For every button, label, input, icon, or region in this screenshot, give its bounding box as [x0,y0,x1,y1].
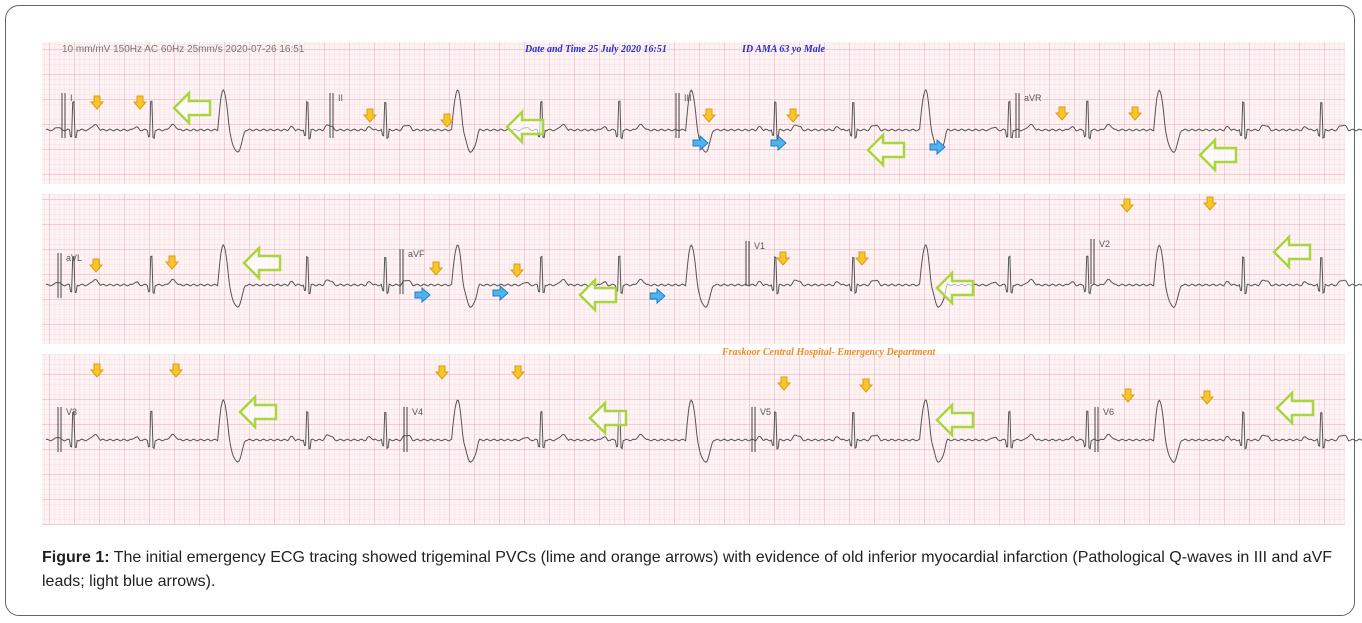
orange-arrow [785,108,801,123]
blue-arrow [770,134,787,152]
orange-arrow [439,113,455,128]
orange-arrow [1202,196,1218,211]
lime-arrow [505,108,545,146]
orange-arrow [776,376,792,391]
ecg-trace [45,243,1362,309]
calibration-mark [57,253,62,298]
calibration-mark [1090,239,1095,284]
orange-arrow [509,263,525,278]
caption-text: The initial emergency ECG tracing showed… [42,549,1333,590]
ecg-patient: ID AMA 63 yo Male [741,44,826,55]
strip-gap [42,344,1345,354]
orange-arrow [132,95,148,110]
lead-label: V3 [66,407,77,417]
lime-arrow [1272,233,1312,271]
orange-arrow [89,95,105,110]
calibration-mark [745,241,750,286]
lead-label: V4 [412,407,423,417]
lead-label: III [684,93,692,103]
ecg-datetime: Date and Time 25 July 2020 16:51 [524,44,667,55]
orange-arrow [1199,390,1215,405]
strip-gap [42,184,1345,194]
blue-arrow [649,287,666,305]
lead-label: aVL [66,253,82,263]
calibration-mark [399,249,404,294]
orange-arrow [1127,106,1143,121]
calibration-mark [57,407,62,452]
lime-arrow [935,401,975,439]
lime-arrow [866,131,906,169]
calibration-mark [751,407,756,452]
orange-arrow [854,251,870,266]
lead-label: aVF [408,249,425,259]
ecg-figure: 10 mm/mV 150Hz AC 60Hz 25mm/s 2020-07-26… [42,42,1362,525]
lead-label: II [338,93,343,103]
orange-arrow [510,365,526,380]
caption-label: Figure 1: [42,549,110,566]
orange-arrow [164,255,180,270]
orange-arrow [434,365,450,380]
blue-arrow [492,284,509,302]
calibration-mark [675,93,680,138]
lime-arrow [242,244,282,282]
ecg-trace [45,88,1362,154]
lead-label: aVR [1024,93,1042,103]
lime-arrow [578,276,618,314]
orange-arrow [428,261,444,276]
figure-frame [5,5,1355,616]
orange-arrow [701,108,717,123]
lead-label: V1 [754,241,765,251]
lime-arrow [1275,389,1315,427]
orange-arrow [88,258,104,273]
calibration-mark [1094,407,1099,452]
figure-caption: Figure 1: The initial emergency ECG trac… [42,546,1342,594]
lime-arrow [935,269,975,307]
orange-arrow [168,363,184,378]
calibration-mark [61,93,66,138]
ecg-grid [42,42,1345,525]
blue-arrow [692,134,709,152]
ecg-trace [45,398,1362,464]
lead-label: V6 [1103,407,1114,417]
lead-label: I [70,93,73,103]
orange-arrow [1054,106,1070,121]
calibration-mark [403,407,408,452]
lime-arrow [238,393,278,431]
orange-arrow [858,378,874,393]
calibration-mark [1015,93,1020,138]
calibration-mark [329,93,334,138]
blue-arrow [929,138,946,156]
orange-arrow [775,251,791,266]
lime-arrow [1198,136,1238,174]
blue-arrow [414,286,431,304]
lime-arrow [172,89,212,127]
orange-arrow [89,363,105,378]
orange-arrow [362,108,378,123]
lime-arrow [588,399,628,437]
hospital-name: Fraskoor Central Hospital- Emergency Dep… [721,347,937,358]
lead-label: V5 [760,407,771,417]
ecg-settings: 10 mm/mV 150Hz AC 60Hz 25mm/s 2020-07-26… [62,44,305,55]
orange-arrow [1120,388,1136,403]
orange-arrow [1119,198,1135,213]
lead-label: V2 [1099,239,1110,249]
